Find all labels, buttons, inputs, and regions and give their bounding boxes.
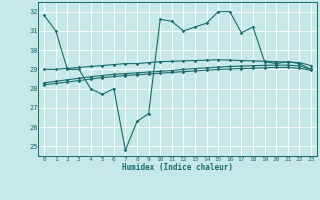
X-axis label: Humidex (Indice chaleur): Humidex (Indice chaleur)	[122, 163, 233, 172]
